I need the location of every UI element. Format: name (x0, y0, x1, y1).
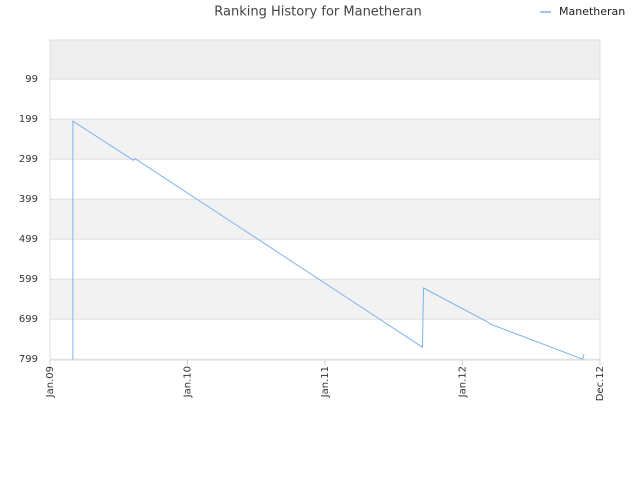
y-tick-label: 699 (19, 314, 38, 325)
y-tick-label: 199 (19, 114, 38, 125)
legend-label: Manetheran (559, 5, 625, 18)
plot-band (50, 119, 600, 160)
y-tick-label: 299 (19, 154, 38, 165)
y-tick-label: 499 (19, 234, 38, 245)
x-tick-label: Jan.11 (320, 366, 331, 398)
data-line (72, 120, 585, 360)
plot-band (50, 279, 600, 320)
plot-band (50, 40, 600, 80)
x-tick-label: Jan.10 (183, 366, 194, 398)
y-tick-label: 399 (19, 194, 38, 205)
x-tick-label: Jan.12 (458, 366, 469, 398)
chart-title: Ranking History for Manetheran (214, 5, 421, 20)
x-tick-label: Dec.12 (595, 366, 606, 401)
y-tick-label: 599 (19, 274, 38, 285)
plot-band (50, 199, 600, 240)
y-tick-label: 799 (19, 354, 38, 365)
x-tick-label: Jan.09 (45, 366, 56, 398)
y-tick-label: 99 (25, 74, 38, 85)
